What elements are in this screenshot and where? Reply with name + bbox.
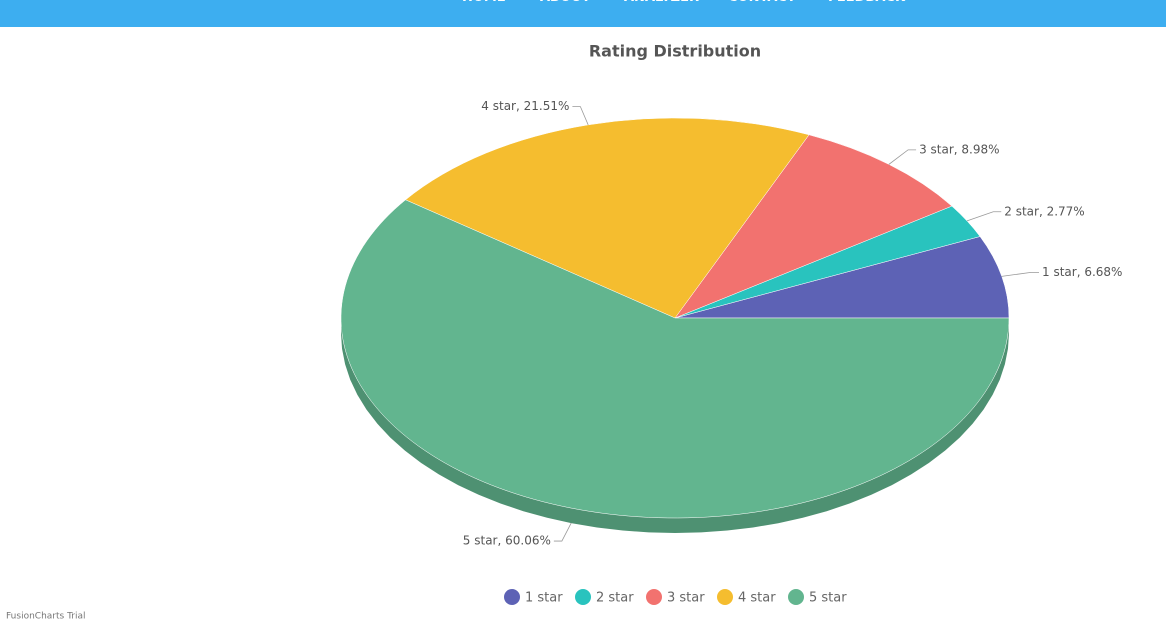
legend-label: 5 star: [809, 591, 847, 606]
nav-item[interactable]: FEEDBACK: [828, 0, 905, 5]
pie-slice: [674, 236, 1010, 319]
legend-label: 2 star: [596, 591, 634, 606]
nav-item[interactable]: ABOUT: [540, 0, 590, 5]
data-label: 4 star, 21.51%: [481, 99, 569, 113]
legend-marker: [788, 589, 804, 605]
chart-title: Rating Distribution: [589, 42, 761, 61]
pie-slice: [674, 134, 953, 319]
nav-bar: HOME ABOUT ANALYZER CONTACT FEEDBACK: [0, 0, 1166, 27]
legend-marker: [504, 589, 520, 605]
legend-label: 4 star: [738, 591, 776, 606]
leader-line: [966, 211, 1002, 222]
data-label: 2 star, 2.77%: [1004, 204, 1084, 218]
nav-item[interactable]: HOME: [462, 0, 506, 5]
legend-label: 1 star: [525, 591, 563, 606]
nav-item[interactable]: ANALYZER: [624, 0, 699, 5]
legend-marker: [646, 589, 662, 605]
data-label: 5 star, 60.06%: [463, 534, 551, 548]
data-label: 1 star, 6.68%: [1042, 265, 1122, 279]
data-label: 3 star, 8.98%: [919, 142, 999, 156]
leader-line: [572, 106, 589, 126]
leader-line: [1001, 271, 1040, 277]
nav-item[interactable]: CONTACT: [728, 0, 796, 5]
legend-label: 3 star: [667, 591, 705, 606]
leader-line: [888, 149, 917, 165]
legend-marker: [717, 589, 733, 605]
legend-marker: [575, 589, 591, 605]
pie-slice: [340, 199, 1010, 519]
leader-line: [553, 522, 572, 542]
watermark: FusionCharts Trial: [6, 612, 85, 621]
